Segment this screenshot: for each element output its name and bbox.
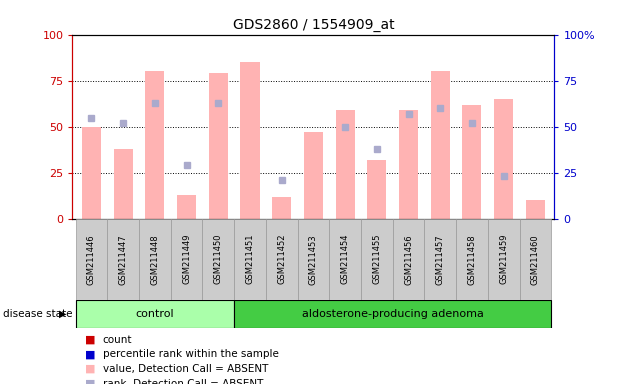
- Text: GSM211459: GSM211459: [499, 234, 508, 285]
- Bar: [202, 219, 234, 300]
- Bar: [209, 73, 228, 219]
- Bar: [462, 104, 481, 219]
- Text: rank, Detection Call = ABSENT: rank, Detection Call = ABSENT: [103, 379, 263, 384]
- Bar: [234, 219, 266, 300]
- Bar: [241, 62, 260, 219]
- Text: percentile rank within the sample: percentile rank within the sample: [103, 349, 278, 359]
- Text: GSM211457: GSM211457: [436, 234, 445, 285]
- Text: GSM211460: GSM211460: [531, 234, 540, 285]
- Bar: [234, 300, 551, 328]
- Text: GSM211452: GSM211452: [277, 234, 286, 285]
- Bar: [304, 132, 323, 219]
- Text: GSM211456: GSM211456: [404, 234, 413, 285]
- Text: disease state: disease state: [3, 309, 72, 319]
- Text: GSM211458: GSM211458: [467, 234, 476, 285]
- Bar: [82, 127, 101, 219]
- Bar: [431, 71, 450, 219]
- Bar: [425, 219, 456, 300]
- Bar: [526, 200, 545, 219]
- Bar: [76, 219, 107, 300]
- Bar: [367, 160, 386, 219]
- Bar: [297, 219, 329, 300]
- Bar: [361, 219, 392, 300]
- Text: GSM211448: GSM211448: [151, 234, 159, 285]
- Bar: [171, 219, 202, 300]
- Text: value, Detection Call = ABSENT: value, Detection Call = ABSENT: [103, 364, 268, 374]
- Bar: [139, 219, 171, 300]
- Bar: [520, 219, 551, 300]
- Bar: [336, 110, 355, 219]
- Text: aldosterone-producing adenoma: aldosterone-producing adenoma: [302, 309, 484, 319]
- Bar: [272, 197, 291, 219]
- Bar: [494, 99, 513, 219]
- Text: GSM211453: GSM211453: [309, 234, 318, 285]
- Bar: [392, 219, 425, 300]
- Text: ■: ■: [85, 349, 96, 359]
- Text: GSM211449: GSM211449: [182, 234, 191, 285]
- Bar: [113, 149, 133, 219]
- Text: GSM211446: GSM211446: [87, 234, 96, 285]
- Bar: [488, 219, 520, 300]
- Bar: [456, 219, 488, 300]
- Text: GSM211450: GSM211450: [214, 234, 223, 285]
- Bar: [399, 110, 418, 219]
- Text: ■: ■: [85, 335, 96, 345]
- Text: GSM211451: GSM211451: [246, 234, 255, 285]
- Bar: [329, 219, 361, 300]
- Text: control: control: [135, 309, 175, 319]
- Text: GSM211455: GSM211455: [372, 234, 381, 285]
- Bar: [146, 71, 164, 219]
- Text: GSM211454: GSM211454: [341, 234, 350, 285]
- Text: ▶: ▶: [59, 309, 66, 319]
- Bar: [107, 219, 139, 300]
- Title: GDS2860 / 1554909_at: GDS2860 / 1554909_at: [232, 18, 394, 32]
- Bar: [76, 300, 234, 328]
- Text: GSM211447: GSM211447: [118, 234, 128, 285]
- Text: count: count: [103, 335, 132, 345]
- Bar: [177, 195, 196, 219]
- Text: ■: ■: [85, 379, 96, 384]
- Bar: [266, 219, 297, 300]
- Text: ■: ■: [85, 364, 96, 374]
